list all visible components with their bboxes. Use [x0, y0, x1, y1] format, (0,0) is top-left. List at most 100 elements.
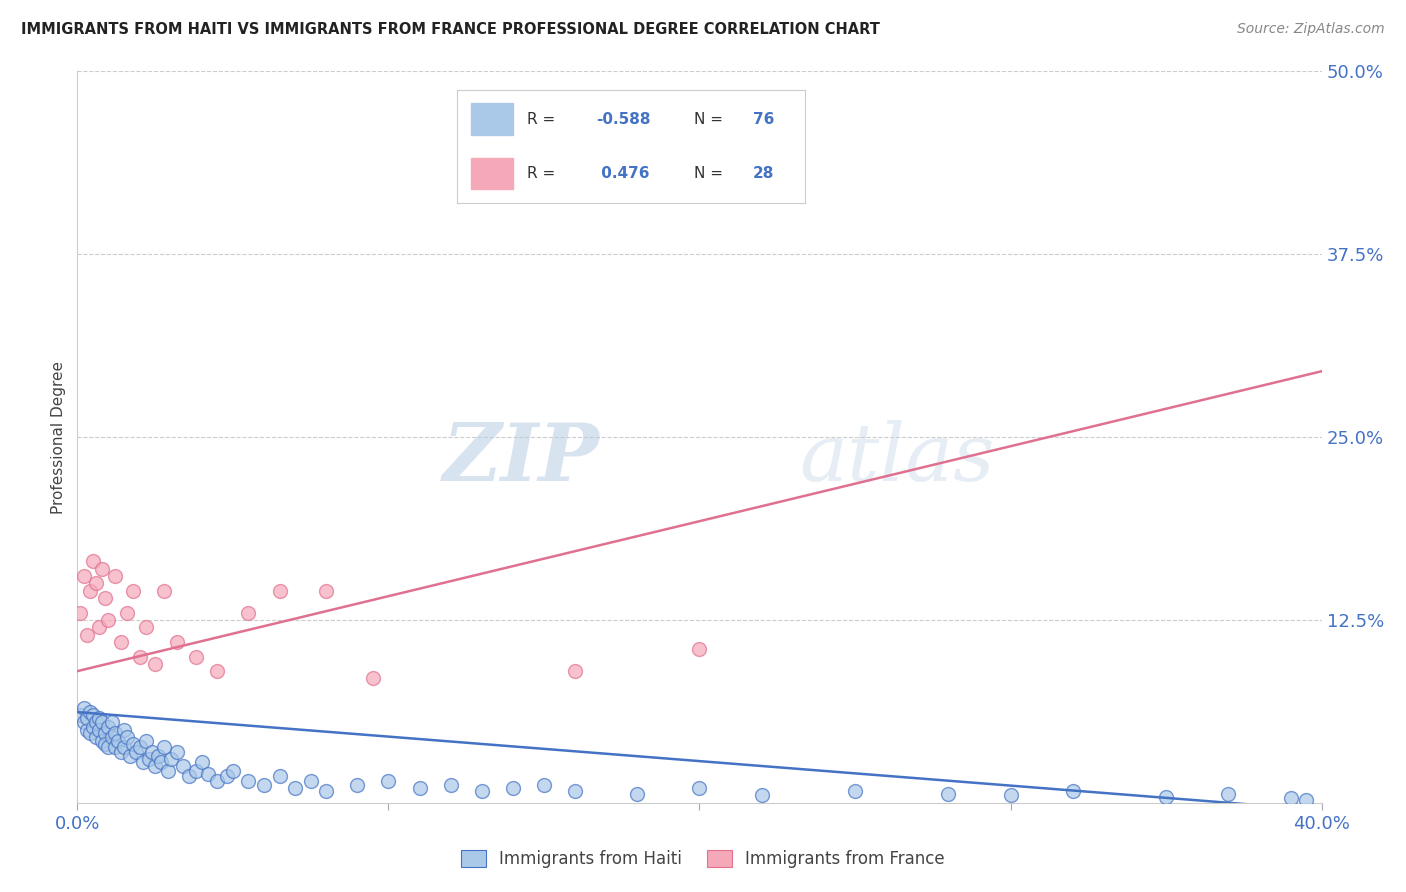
Point [91, 715, 114, 730]
Point [626, 787, 648, 801]
Point [315, 583, 337, 598]
Point [82, 708, 104, 723]
Point [69, 606, 91, 620]
Point [172, 759, 194, 773]
Point [377, 773, 399, 788]
Point [269, 583, 291, 598]
Point [84, 715, 107, 730]
Point [207, 664, 229, 678]
Point [104, 725, 127, 739]
Point [82, 720, 104, 734]
Point [125, 745, 148, 759]
Point [112, 740, 135, 755]
Point [533, 778, 555, 792]
Point [1000, 789, 1022, 803]
Point [689, 642, 711, 657]
Point [76, 723, 98, 737]
Point [69, 708, 91, 723]
Point [79, 705, 101, 719]
Point [1218, 787, 1240, 801]
Point [148, 749, 170, 764]
Point [138, 752, 160, 766]
Text: Source: ZipAtlas.com: Source: ZipAtlas.com [1237, 22, 1385, 37]
Point [253, 778, 276, 792]
Point [564, 664, 586, 678]
Point [1062, 784, 1084, 798]
Point [150, 755, 173, 769]
Point [238, 606, 260, 620]
Point [564, 784, 586, 798]
Point [938, 787, 960, 801]
Point [72, 700, 94, 714]
Point [122, 737, 145, 751]
Point [128, 740, 150, 755]
Point [222, 764, 245, 778]
Point [94, 725, 117, 739]
Point [135, 620, 157, 634]
Point [315, 784, 337, 798]
Point [97, 740, 120, 755]
Point [91, 734, 114, 748]
Point [184, 764, 207, 778]
Point [143, 759, 166, 773]
Point [299, 773, 322, 788]
Point [166, 635, 188, 649]
Point [87, 620, 110, 634]
Point [72, 569, 94, 583]
Point [76, 627, 98, 641]
Point [94, 737, 117, 751]
Point [141, 745, 163, 759]
Text: IMMIGRANTS FROM HAITI VS IMMIGRANTS FROM FRANCE PROFESSIONAL DEGREE CORRELATION : IMMIGRANTS FROM HAITI VS IMMIGRANTS FROM… [21, 22, 880, 37]
Point [191, 755, 214, 769]
Point [107, 734, 129, 748]
Point [94, 591, 117, 605]
Point [100, 730, 122, 744]
Point [689, 781, 711, 796]
Y-axis label: Professional Degree: Professional Degree [51, 360, 66, 514]
Point [84, 730, 107, 744]
Text: atlas: atlas [799, 420, 994, 498]
Point [1295, 793, 1317, 807]
Point [408, 781, 430, 796]
Point [131, 755, 153, 769]
Point [179, 769, 201, 783]
Point [97, 720, 120, 734]
Point [1154, 789, 1177, 804]
Point [112, 723, 135, 737]
Point [156, 764, 179, 778]
Point [153, 583, 176, 598]
Point [122, 583, 145, 598]
Point [110, 745, 132, 759]
Point [844, 784, 866, 798]
Point [153, 740, 176, 755]
Point [751, 789, 773, 803]
Point [82, 554, 104, 568]
Text: ZIP: ZIP [443, 420, 600, 498]
Point [87, 723, 110, 737]
Point [104, 569, 127, 583]
Point [84, 576, 107, 591]
Point [238, 773, 260, 788]
Point [207, 773, 229, 788]
Point [97, 613, 120, 627]
Point [502, 781, 524, 796]
Point [128, 649, 150, 664]
Point [184, 649, 207, 664]
Point [91, 562, 114, 576]
Point [440, 778, 463, 792]
Point [72, 715, 94, 730]
Point [115, 606, 138, 620]
Point [79, 725, 101, 739]
Point [76, 711, 98, 725]
Point [284, 781, 307, 796]
Point [110, 635, 132, 649]
Point [471, 784, 494, 798]
Point [120, 749, 142, 764]
Point [471, 181, 494, 195]
Point [87, 711, 110, 725]
Point [143, 657, 166, 671]
Point [159, 752, 181, 766]
Legend: Immigrants from Haiti, Immigrants from France: Immigrants from Haiti, Immigrants from F… [454, 843, 952, 875]
Point [104, 740, 127, 755]
Point [135, 734, 157, 748]
